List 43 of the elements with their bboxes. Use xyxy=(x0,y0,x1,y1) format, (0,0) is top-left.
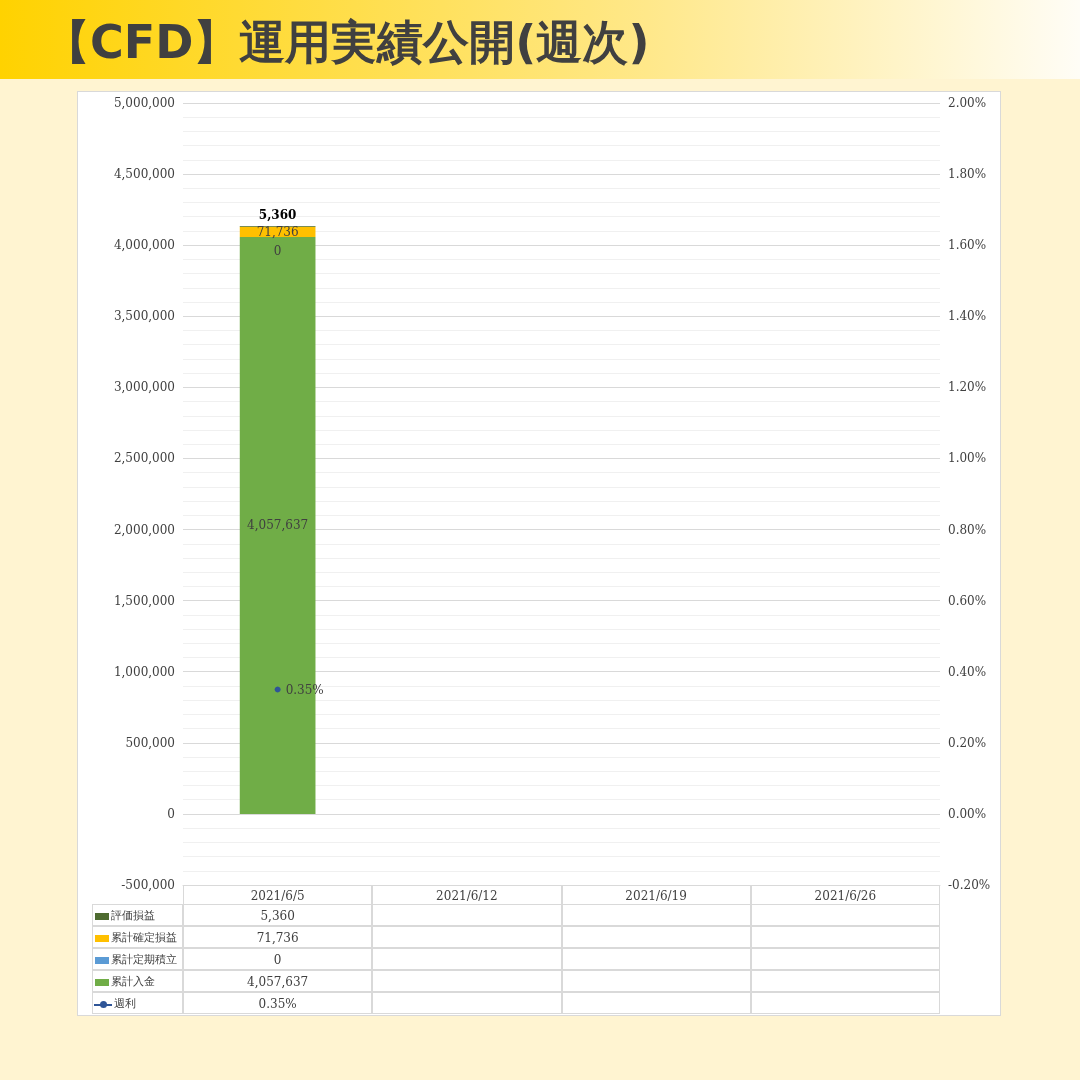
y2-tick-label: 1.80% xyxy=(948,167,987,182)
data-label: 5,360 xyxy=(258,208,297,223)
text: 4,057,637 xyxy=(247,975,309,989)
text: 0.35% xyxy=(258,997,297,1011)
text: 0 xyxy=(273,953,282,967)
y2-tick-label: 1.20% xyxy=(948,380,987,395)
y-tick-label: 1,500,000 xyxy=(113,593,175,608)
data-label: 71,736 xyxy=(256,224,299,239)
y2-tick-label: 2.00% xyxy=(948,96,987,110)
y2-tick-label: 0.40% xyxy=(948,664,987,679)
y-tick-label: 500,000 xyxy=(125,735,175,750)
y2-tick-label: 0.80% xyxy=(948,522,987,537)
text: 5,360 xyxy=(260,909,295,923)
y-tick-label: 4,500,000 xyxy=(113,167,175,182)
y2-tick-label: 0.00% xyxy=(948,806,987,821)
y-tick-label: 5,000,000 xyxy=(113,96,175,110)
y-tick-label: -500,000 xyxy=(121,878,175,892)
y2-tick-label: 1.00% xyxy=(948,451,987,466)
y-tick-label: 0 xyxy=(167,806,175,821)
x-tick-label: 2021/6/5 xyxy=(250,889,305,903)
y-tick-label: 2,000,000 xyxy=(113,522,175,537)
y-tick-label: 4,000,000 xyxy=(113,238,175,253)
y2-tick-label: 0.20% xyxy=(948,735,987,750)
y-tick-label: 1,000,000 xyxy=(113,664,175,679)
y2-tick-label: 1.40% xyxy=(948,309,987,324)
legend-label: 累計定期積立 xyxy=(111,953,177,966)
chart-title: 【CFD】運用実績公開(週次) xyxy=(44,14,650,71)
data-label: 0 xyxy=(273,243,282,258)
legend-label: 累計入金 xyxy=(111,975,155,988)
x-tick-label: 2021/6/19 xyxy=(625,889,687,903)
legend-label: 累計確定損益 xyxy=(111,931,177,944)
y-tick-label: 3,500,000 xyxy=(113,309,175,324)
y2-tick-label: 1.60% xyxy=(948,238,987,253)
y2-tick-label: 0.60% xyxy=(948,593,987,608)
x-tick-label: 2021/6/26 xyxy=(814,889,877,903)
x-tick-label: 2021/6/12 xyxy=(436,889,498,903)
y2-tick-label: -0.20% xyxy=(948,878,991,892)
legend-label: 評価損益 xyxy=(111,909,155,922)
y-tick-label: 3,000,000 xyxy=(113,380,175,395)
y-tick-label: 2,500,000 xyxy=(113,451,175,466)
data-label: 4,057,637 xyxy=(247,518,309,533)
legend-label: 週利 xyxy=(114,997,136,1010)
text: 71,736 xyxy=(256,931,299,945)
